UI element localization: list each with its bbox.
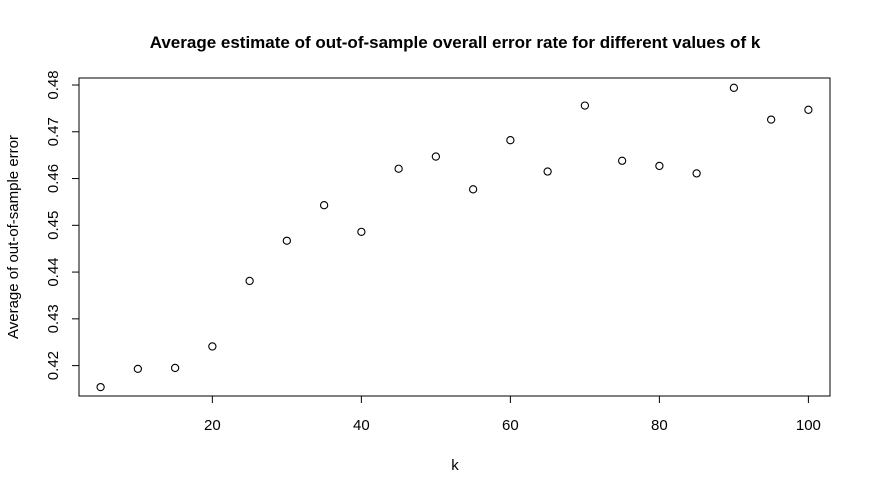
data-point	[133, 364, 143, 374]
x-tick-label: 100	[796, 417, 821, 434]
chart-title: Average estimate of out-of-sample overal…	[150, 33, 761, 52]
y-tick-label: 0.47	[45, 117, 62, 146]
data-point	[282, 236, 292, 245]
x-tick-label: 20	[204, 417, 221, 434]
data-point	[96, 382, 105, 392]
data-point	[729, 83, 739, 92]
data-point	[543, 167, 552, 176]
data-point	[357, 227, 366, 237]
plot-frame	[78, 77, 831, 397]
data-point	[208, 342, 217, 351]
data-point	[580, 101, 590, 110]
data-point	[655, 161, 664, 171]
data-point	[506, 136, 515, 145]
x-tick-label: 40	[353, 417, 370, 434]
y-tick-label: 0.48	[45, 70, 62, 99]
x-axis: 20 40 60 80 100	[204, 396, 821, 434]
x-axis-label: k	[451, 457, 459, 474]
y-tick-label: 0.46	[45, 164, 62, 193]
data-point	[766, 115, 776, 124]
data-point	[394, 164, 403, 173]
data-point	[617, 156, 627, 165]
data-points	[96, 83, 813, 392]
data-point	[692, 169, 701, 178]
data-point	[804, 105, 813, 114]
y-tick-label: 0.43	[45, 304, 62, 333]
data-point	[170, 363, 180, 373]
y-tick-label: 0.45	[45, 211, 62, 240]
data-point	[319, 201, 329, 210]
y-axis: 0.42 0.43 0.44 0.45 0.46 0.47 0.48	[45, 70, 79, 380]
x-tick-label: 80	[651, 417, 668, 434]
x-tick-label: 60	[502, 417, 519, 434]
y-tick-label: 0.42	[45, 351, 62, 380]
y-axis-label: Average of out-of-sample error	[5, 135, 22, 339]
data-point	[468, 185, 478, 194]
data-point	[431, 152, 441, 161]
data-point	[245, 276, 254, 286]
y-tick-label: 0.44	[45, 257, 62, 286]
